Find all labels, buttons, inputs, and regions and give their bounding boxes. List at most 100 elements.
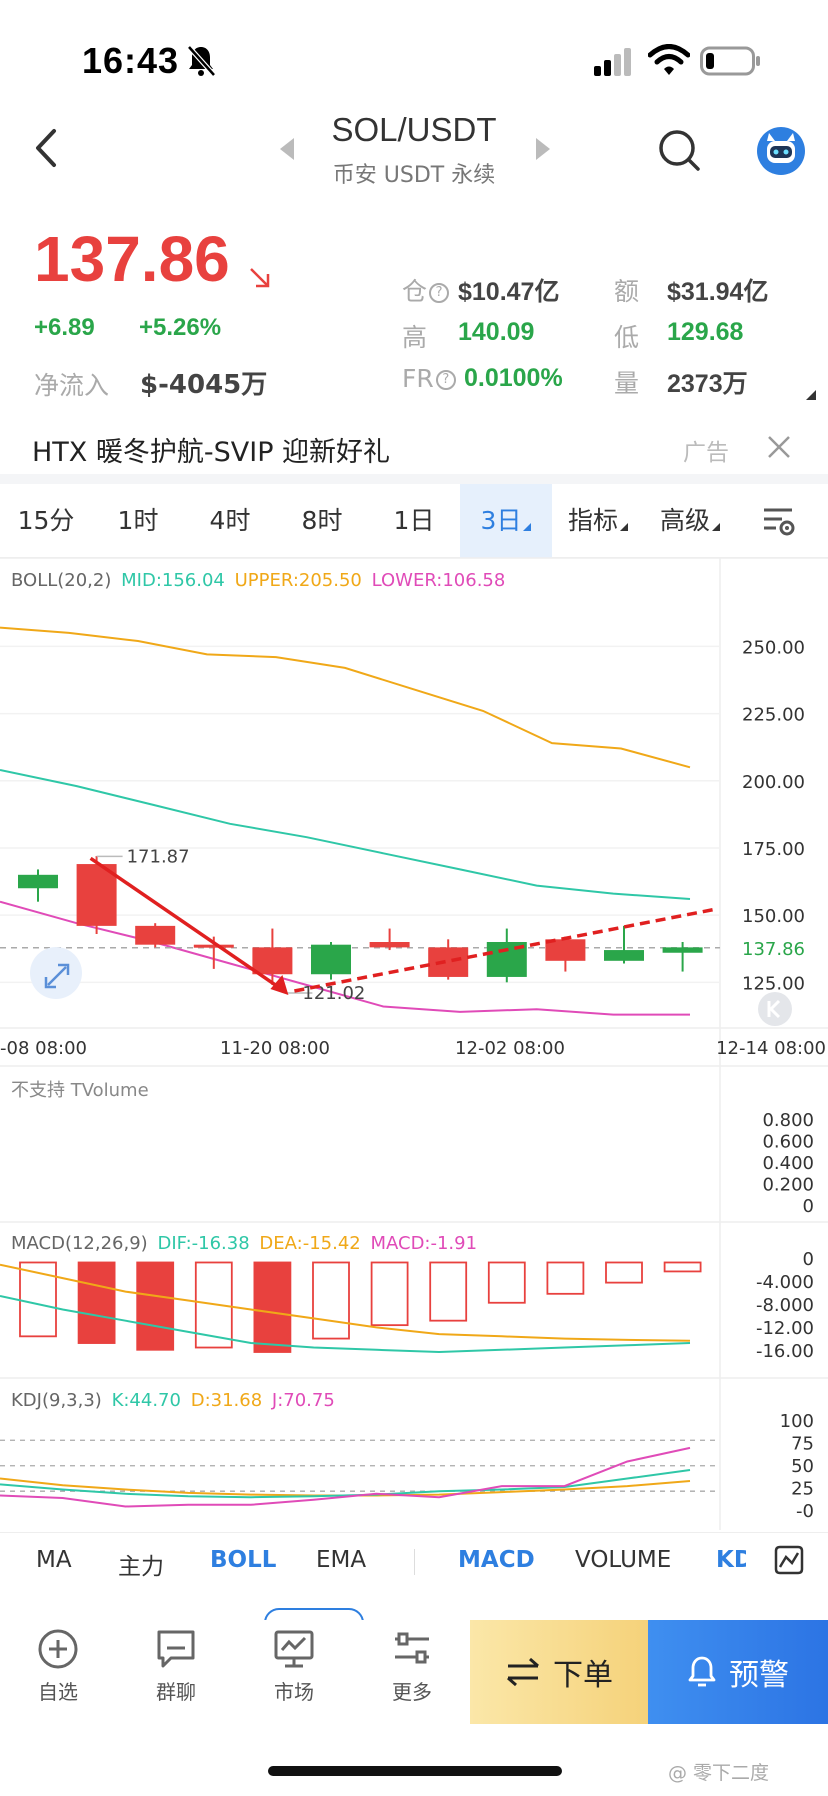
macd-dif-line (0, 1295, 691, 1354)
last-price-tag (722, 932, 826, 963)
price-alert-button[interactable]: 预警 (648, 1620, 828, 1724)
nav-watchlist[interactable]: 自选 (8, 1628, 108, 1705)
ind-tab-main[interactable]: 主力 (118, 1554, 164, 1580)
kdj-j-line (0, 1446, 691, 1508)
wifi-icon (648, 44, 690, 75)
market-chart-icon (274, 1630, 314, 1668)
high-label: 高 (402, 323, 428, 352)
boll-lower: LOWER:106.58 (371, 570, 506, 591)
downtrend-arrow (89, 856, 280, 989)
ind-tab-boll[interactable]: BOLL (210, 1547, 277, 1573)
timeframe-tabs: 15分 1时 4时 8时 1日 3日 指标 高级 (0, 484, 828, 558)
open-interest-value: $10.47亿 (458, 278, 560, 306)
kdj-j: J:70.75 (271, 1390, 335, 1411)
boll-mid-line (0, 769, 691, 900)
macd-histogram-bar (136, 1261, 175, 1351)
amount-value: $31.94亿 (667, 278, 769, 306)
y-tick-label: 0.600 (762, 1132, 814, 1153)
macd-legend: MACD(12,26,9) DIF:-16.38 DEA:-15.42 MACD… (11, 1233, 481, 1254)
home-indicator[interactable] (268, 1766, 562, 1776)
volume-note: 不支持 TVolume (11, 1080, 149, 1101)
ind-tab-macd[interactable]: MACD (458, 1547, 535, 1573)
robot-avatar-icon[interactable] (757, 127, 805, 175)
y-tick-label: 150.00 (742, 906, 805, 927)
y-tick-label: -0 (796, 1501, 814, 1522)
macd-dea-line (0, 1263, 691, 1342)
next-pair-icon[interactable] (534, 138, 550, 160)
tab-indicators[interactable]: 指标 (552, 484, 644, 558)
back-arrow-icon[interactable] (32, 125, 62, 171)
scroll-to-latest-icon (768, 999, 781, 1019)
volume-label: 量 (614, 369, 640, 398)
expand-chart-icon (58, 963, 70, 975)
y-tick-label: 175.00 (742, 839, 805, 860)
close-icon[interactable] (766, 434, 792, 460)
status-bar: 16:43 (0, 0, 828, 110)
macd-histogram-bar (429, 1261, 468, 1322)
tab-3d[interactable]: 3日 (460, 484, 552, 558)
alert-label: 预警 (729, 1658, 789, 1693)
macd-histogram-bar (605, 1261, 643, 1284)
candle-down (369, 942, 410, 948)
y-tick-label: 125.00 (742, 973, 805, 994)
candle-down (193, 944, 234, 948)
pair-title[interactable]: SOL/USDT (331, 111, 497, 148)
amount-label: 额 (614, 277, 640, 306)
y-tick-label: 0.400 (762, 1153, 814, 1174)
tab-15m[interactable]: 15分 (17, 506, 75, 535)
ind-tab-volume[interactable]: VOLUME (575, 1547, 672, 1573)
chart-settings-icon[interactable] (762, 504, 796, 538)
tab-1h[interactable]: 1时 (117, 506, 159, 535)
nav-label: 更多 (392, 1680, 432, 1704)
candle-up (18, 874, 58, 889)
tab-advanced[interactable]: 高级 (644, 484, 736, 558)
scroll-peek (0, 1600, 828, 1622)
draw-tool-icon[interactable] (774, 1545, 804, 1575)
kdj-d: D:31.68 (190, 1390, 263, 1411)
ind-tab-ema[interactable]: EMA (316, 1547, 367, 1573)
price-change-percent: +5.26% (139, 314, 222, 341)
bell-muted-icon (187, 45, 216, 77)
volume-value: 2373万 (667, 370, 748, 398)
x-tick-label: 11-20 08:00 (220, 1038, 330, 1059)
ad-text[interactable]: HTX 暖冬护航-SVIP 迎新好礼 (32, 437, 391, 468)
swap-arrows-icon (507, 1657, 539, 1687)
open-interest-label[interactable]: 仓? (402, 272, 450, 308)
nav-group-chat[interactable]: 群聊 (126, 1628, 226, 1705)
funding-rate-label[interactable]: FR? (402, 364, 456, 393)
help-icon[interactable]: ? (429, 283, 450, 303)
boll-lower-line (0, 900, 690, 1016)
last-price: 137.86 (34, 223, 230, 295)
help-icon[interactable]: ? (435, 370, 456, 390)
tab-1d[interactable]: 1日 (393, 506, 435, 535)
nav-more[interactable]: 更多 (362, 1628, 462, 1705)
search-icon[interactable] (656, 127, 702, 173)
nav-label: 群聊 (156, 1680, 196, 1704)
candle-up (311, 944, 351, 975)
ind-tab-kdj[interactable]: KD (716, 1547, 746, 1573)
ind-tab-ma[interactable]: MA (36, 1547, 72, 1573)
expand-corner-icon[interactable] (806, 390, 816, 400)
y-tick-label: 0.200 (762, 1175, 814, 1196)
high-annotation: 171.87 (127, 846, 190, 867)
expand-chart-icon (30, 947, 82, 999)
previous-pair-icon[interactable] (280, 138, 296, 160)
x-tick-label: 12-02 08:00 (455, 1038, 565, 1059)
bell-icon (688, 1656, 716, 1687)
tab-8h[interactable]: 8时 (301, 506, 343, 535)
tab-4h[interactable]: 4时 (209, 506, 251, 535)
candle-up (662, 947, 703, 953)
macd-histogram-bar (487, 1261, 526, 1304)
macd-histogram-bar (546, 1261, 585, 1295)
low-value: 129.68 (667, 318, 744, 346)
candle-up (604, 950, 644, 961)
y-tick-label: 75 (791, 1434, 814, 1455)
candle-down (428, 947, 469, 977)
nav-market[interactable]: 市场 (244, 1628, 344, 1705)
kdj-k-line (0, 1469, 691, 1499)
place-order-button[interactable]: 下单 (470, 1620, 648, 1724)
sliders-icon (395, 1632, 429, 1664)
y-tick-label: 0 (803, 1196, 814, 1217)
ad-banner[interactable]: HTX 暖冬护航-SVIP 迎新好礼 广告 (0, 418, 828, 478)
kline-chart[interactable]: 250.00 225.00 200.00 175.00 150.00 125.00 137.… (0, 0, 828, 1530)
